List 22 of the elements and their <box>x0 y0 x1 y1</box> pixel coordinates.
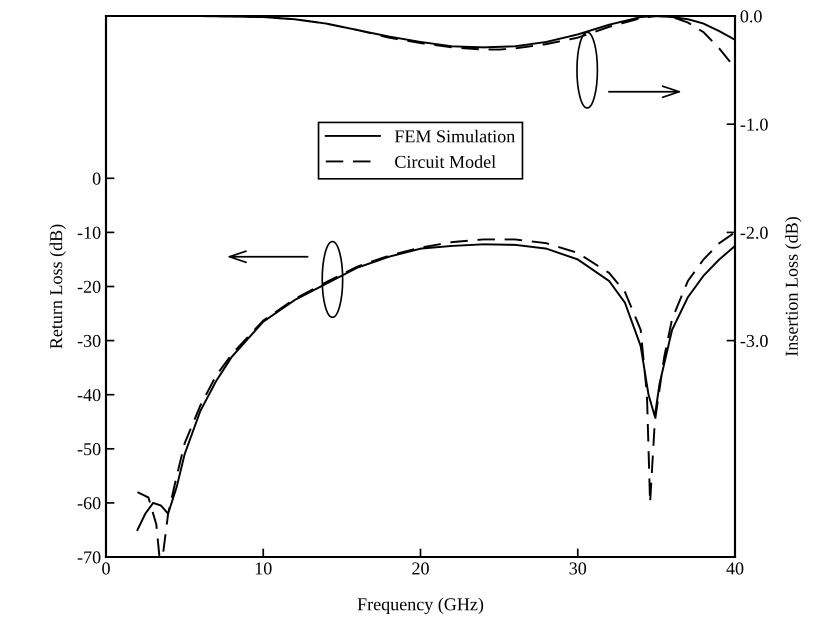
x-tick-label: 30 <box>570 562 586 575</box>
y-tick-label: -10 <box>78 226 100 239</box>
x-tick-label: 20 <box>412 562 429 575</box>
x-axis-title: Frequency (GHz) <box>358 598 484 614</box>
y2-tick-label: -1.0 <box>740 118 768 131</box>
y-tick-label: -60 <box>78 497 100 510</box>
y2-tick-label: 0.0 <box>740 10 762 23</box>
x-tick-label: 10 <box>256 562 272 575</box>
x-tick-label: 40 <box>726 562 744 575</box>
y2-axis-title: Insertion Loss (dB) <box>785 217 802 356</box>
legend-label: FEM Simulation <box>394 130 515 142</box>
y-axis-title: Return Loss (dB) <box>50 224 66 349</box>
y2-tick-label: -2.0 <box>740 226 768 239</box>
x-tick-label: 0 <box>102 562 110 575</box>
y-tick-label: 0 <box>92 172 100 185</box>
y-tick-label: -50 <box>78 443 100 456</box>
y-tick-label: -40 <box>78 388 100 402</box>
y-tick-label: -70 <box>78 551 100 564</box>
legend-label: Circuit Model <box>395 155 496 168</box>
y2-tick-label: -3.0 <box>740 334 768 348</box>
y-tick-label: -30 <box>78 334 100 348</box>
y-tick-label: -20 <box>78 280 100 293</box>
